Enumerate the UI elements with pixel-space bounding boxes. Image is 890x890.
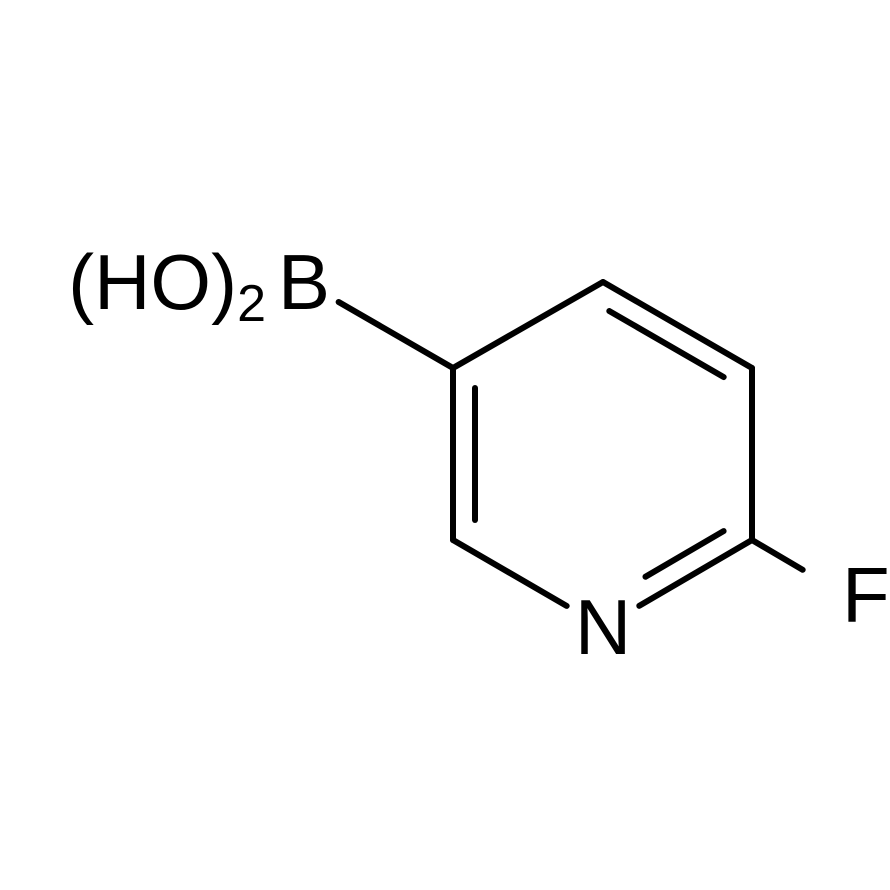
labels-layer: B N F (HO)2: [68, 238, 890, 671]
molecule-diagram: B N F (HO)2: [0, 0, 890, 890]
svg-text:N: N: [575, 583, 631, 671]
svg-text:F: F: [842, 551, 890, 639]
bonds-layer: [339, 282, 803, 606]
svg-text:(HO)2: (HO)2: [68, 238, 266, 333]
svg-text:B: B: [278, 238, 330, 326]
